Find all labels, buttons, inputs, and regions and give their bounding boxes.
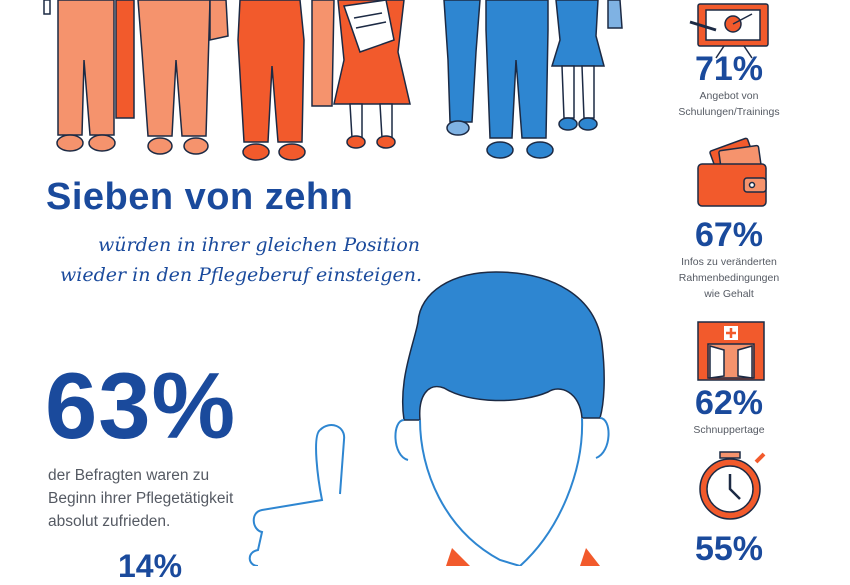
stat-percent: 71%	[694, 50, 764, 88]
stat-label: Schnuppertage	[654, 422, 804, 438]
main-stat-description: der Befragten waren zu Beginn ihrer Pfle…	[48, 464, 308, 533]
stat-trainings: 71% Angebot von Schulungen/Trainings	[654, 50, 804, 120]
main-stat-percent: 63%	[45, 353, 237, 458]
stat-label-line: Schnuppertage	[693, 424, 765, 436]
wallet-icon	[697, 137, 767, 207]
description-line: absolut zufrieden.	[48, 513, 171, 530]
illustration-layer	[43, 0, 769, 566]
stat-label-line: Rahmenbedingungen	[678, 272, 780, 284]
headline: Sieben von zehn	[46, 176, 354, 218]
thumbs-up-person-illustration	[248, 271, 610, 566]
description-line: Beginn ihrer Pflegetätigkeit	[48, 490, 234, 507]
stat-trial-days: 62% Schnuppertage	[654, 384, 804, 438]
subline-line: wieder in den Pflegeberuf einsteigen.	[60, 264, 423, 286]
stat-label-line: Schulungen/Trainings	[678, 106, 780, 118]
subline-line: würden in ihrer gleichen Position	[97, 234, 420, 256]
description-line: der Befragten waren zu	[48, 467, 210, 484]
cut-stat-percent: 14%	[118, 548, 183, 584]
stat-label-line: Angebot von	[699, 90, 759, 102]
stat-percent: 62%	[694, 384, 764, 422]
stat-label: Angebot von Schulungen/Trainings	[654, 88, 804, 120]
people-group-illustration	[43, 0, 623, 161]
subline: würden in ihrer gleichen Position wieder…	[60, 230, 423, 290]
infographic: Sieben von zehn würden in ihrer gleichen…	[43, 0, 804, 584]
hospital-door-icon	[697, 321, 765, 381]
presentation-board-icon	[689, 3, 769, 59]
stat-label-line: wie Gehalt	[704, 288, 754, 300]
stat-label-line: Infos zu veränderten	[681, 256, 777, 268]
stat-percent: 55%	[694, 530, 764, 568]
stopwatch-icon	[699, 451, 766, 520]
stat-time: 55%	[654, 530, 804, 568]
stat-salary-info: 67% Infos zu veränderten Rahmenbedingung…	[654, 216, 804, 302]
stat-label: Infos zu veränderten Rahmenbedingungen w…	[654, 254, 804, 302]
stat-percent: 67%	[694, 216, 764, 254]
